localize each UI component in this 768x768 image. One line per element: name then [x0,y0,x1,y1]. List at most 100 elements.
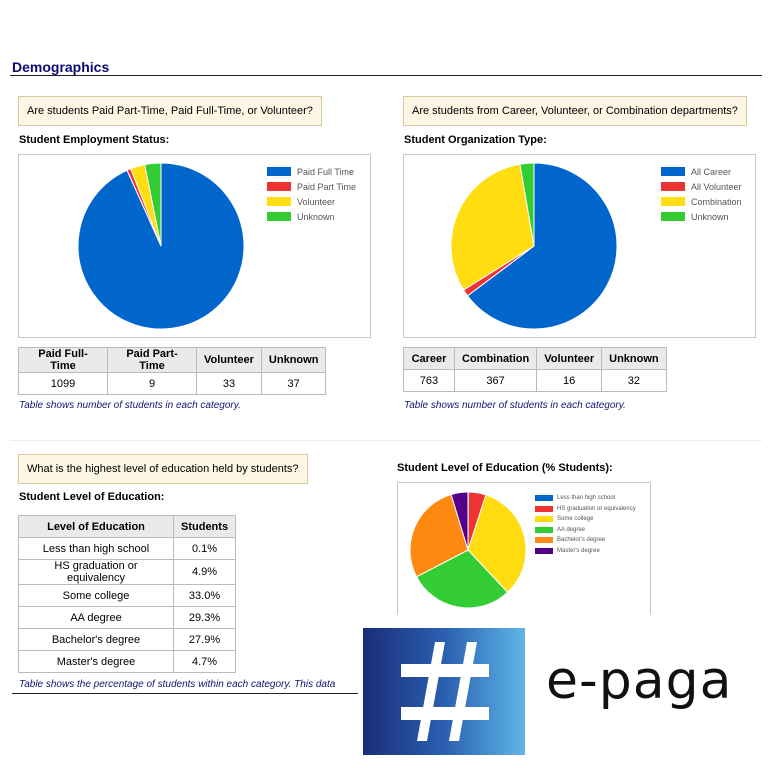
table-cell: 33.0% [172,584,237,607]
table-header: Unknown [601,347,667,370]
table-cell: Master's degree [18,650,174,673]
legend-item: Paid Full Time [267,164,356,179]
table-cell: 1099 [18,372,108,395]
legend-swatch [267,167,291,176]
table-header-row: Paid Full-Time Paid Part-Time Volunteer … [18,347,327,373]
table-cell: HS graduation or equivalency [18,559,174,585]
education-note: Table shows the percentage of students w… [19,679,336,690]
legend-swatch [535,526,553,533]
legend-swatch [267,182,291,191]
e-paga-logo: e-paga [363,625,768,768]
organization-pie [450,162,618,330]
organization-chart: All Career All Volunteer Combination Unk… [403,154,756,338]
table-cell: 29.3% [172,606,237,629]
legend-swatch [535,505,553,512]
employment-chart-title: Student Employment Status: [19,134,170,146]
table-cell: Some college [18,584,174,607]
table-cell: 32 [601,369,667,392]
table-cell: 9 [107,372,197,395]
table-header: Volunteer [196,347,262,373]
employment-note: Table shows number of students in each c… [19,400,241,411]
table-header: Career [403,347,455,370]
education-table: Level of Education Students Less than hi… [18,515,237,673]
education-table-title: Student Level of Education: [19,491,165,503]
organization-question: Are students from Career, Volunteer, or … [403,96,747,126]
table-row: Less than high school 0.1% [18,537,237,560]
education-question: What is the highest level of education h… [18,454,308,484]
employment-pie [77,162,245,330]
table-header: Students [172,515,237,538]
legend-swatch [267,212,291,221]
legend-item: Unknown [661,209,742,224]
section-divider [10,75,762,76]
legend-item: Less than high school [535,493,636,504]
table-header: Paid Part-Time [107,347,197,373]
table-cell: Less than high school [18,537,174,560]
table-row: Master's degree 4.7% [18,650,237,673]
table-header: Level of Education [18,515,174,538]
table-cell: Bachelor's degree [18,628,174,651]
organization-table: Career Combination Volunteer Unknown 763… [403,347,667,392]
table-header-row: Career Combination Volunteer Unknown [403,347,667,370]
legend-item: Volunteer [267,194,356,209]
table-header: Unknown [260,347,327,373]
table-header: Volunteer [536,347,603,370]
pie-slice-master-s-degree [450,491,469,551]
table-row: AA degree 29.3% [18,606,237,629]
pie-slice-unknown [144,162,162,247]
pie-slice-all-career [466,162,618,330]
legend-item: AA degree [535,525,636,536]
pie-slice-aa-degree [415,549,509,609]
table-cell: 0.1% [172,537,237,560]
pie-slice-bachelor-s-degree [409,493,469,578]
organization-note: Table shows number of students in each c… [404,400,626,411]
table-header-row: Level of Education Students [18,515,237,538]
education-legend: Less than high school HS graduation or e… [535,493,636,556]
e-paga-logo-text: e-paga [546,651,733,711]
legend-item: Combination [661,194,742,209]
table-cell: 16 [536,369,603,392]
legend-swatch [661,197,685,206]
bottom-divider [12,693,358,694]
table-row: Some college 33.0% [18,584,237,607]
table-header: Combination [453,347,538,370]
education-pie [409,491,527,609]
legend-swatch [661,182,685,191]
legend-swatch [661,212,685,221]
section-title: Demographics [12,59,110,75]
legend-swatch [535,537,553,544]
table-cell: 37 [260,372,327,395]
legend-swatch [535,516,553,523]
legend-swatch [661,167,685,176]
e-paga-logo-icon [363,628,525,755]
table-header: Paid Full-Time [18,347,108,373]
table-row: 763 367 16 32 [403,369,667,392]
pie-slice-some-college [467,494,527,594]
table-cell: 763 [403,369,455,392]
table-row: Bachelor's degree 27.9% [18,628,237,651]
legend-item: Paid Part Time [267,179,356,194]
table-cell: 367 [453,369,538,392]
legend-swatch [267,197,291,206]
legend-item: All Volunteer [661,179,742,194]
employment-chart: Paid Full Time Paid Part Time Volunteer … [18,154,371,338]
table-row: HS graduation or equivalency 4.9% [18,559,237,585]
legend-item: HS graduation or equivalency [535,504,636,515]
employment-legend: Paid Full Time Paid Part Time Volunteer … [267,164,356,224]
organization-legend: All Career All Volunteer Combination Unk… [661,164,742,224]
legend-item: Master's degree [535,546,636,557]
pie-slice-combination [450,163,535,291]
legend-item: Some college [535,514,636,525]
table-cell: 33 [196,372,262,395]
table-cell: 27.9% [172,628,237,651]
legend-item: Unknown [267,209,356,224]
education-chart-title: Student Level of Education (% Students): [397,462,613,474]
legend-item: Bachelor's degree [535,535,636,546]
table-row: 1099 9 33 37 [18,372,327,395]
organization-chart-title: Student Organization Type: [404,134,547,146]
table-cell: 4.7% [172,650,237,673]
legend-swatch [535,495,553,502]
education-chart: Less than high school HS graduation or e… [397,482,651,615]
legend-swatch [535,547,553,554]
employment-table: Paid Full-Time Paid Part-Time Volunteer … [18,347,327,395]
